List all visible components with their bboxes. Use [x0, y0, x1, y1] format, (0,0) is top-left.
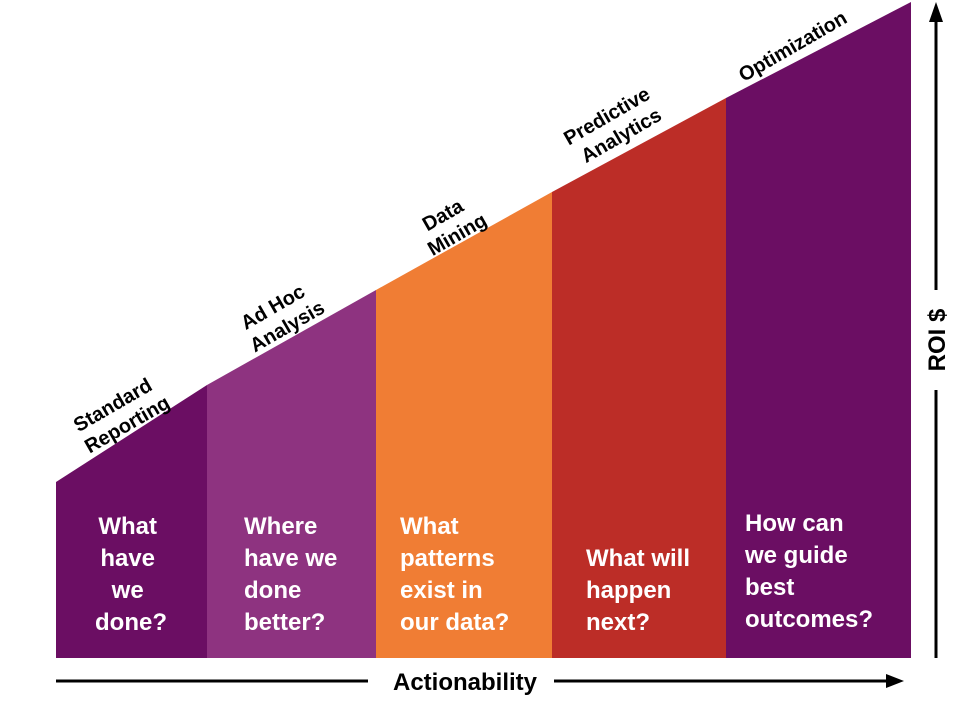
column-optimization: [726, 2, 911, 658]
y-axis-arrowhead: [929, 2, 943, 22]
y-axis: ROI $: [924, 2, 951, 658]
y-axis-label: ROI $: [924, 308, 951, 371]
x-axis-label: Actionability: [393, 669, 538, 696]
x-axis: Actionability: [56, 669, 904, 696]
question-predictive-analytics: What will happen next?: [586, 545, 697, 636]
question-optimization: How can we guide best outcomes?: [744, 510, 873, 633]
x-axis-arrowhead: [886, 674, 904, 688]
question-standard-reporting: What have we done?: [95, 513, 167, 636]
stage-questions: What have we done? Where have we done be…: [95, 510, 873, 636]
column-ad-hoc-analysis: [207, 290, 376, 658]
column-data-mining: [376, 192, 552, 658]
question-data-mining: What patterns exist in our data?: [400, 513, 509, 636]
column-standard-reporting: [56, 385, 207, 658]
question-ad-hoc-analysis: Where have we done better?: [244, 513, 344, 636]
column-predictive-analytics: [552, 98, 726, 658]
stage-columns: [56, 2, 911, 658]
